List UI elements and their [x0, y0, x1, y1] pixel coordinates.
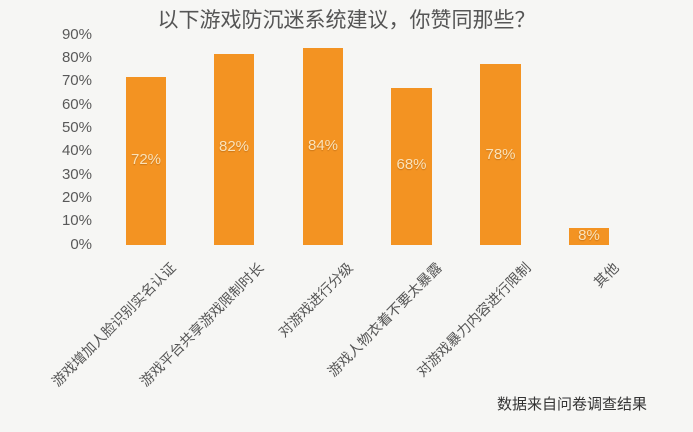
- y-tick: 90%: [61, 26, 92, 43]
- y-tick: 10%: [61, 212, 92, 229]
- bar-value-label: 84%: [307, 137, 339, 154]
- y-tick: 0%: [70, 236, 92, 253]
- y-tick: 20%: [61, 189, 92, 206]
- bar-6: 8%: [569, 227, 609, 245]
- y-tick: 70%: [61, 72, 92, 89]
- bar-value-label: 82%: [218, 138, 250, 155]
- y-tick: 80%: [61, 49, 92, 66]
- bar-3: 84%: [303, 48, 343, 245]
- bar-5: 78%: [480, 64, 521, 245]
- y-tick: 60%: [61, 96, 92, 113]
- bar-value-label: 68%: [396, 156, 427, 173]
- bar-value-label: 72%: [130, 151, 162, 168]
- source-footnote: 数据来自问卷调查结果: [497, 395, 648, 413]
- y-tick: 30%: [61, 166, 92, 183]
- y-tick: 50%: [61, 119, 92, 136]
- bar-4: 68%: [391, 88, 432, 245]
- bar-value-label: 8%: [578, 227, 600, 244]
- bar-1: 72%: [126, 77, 166, 245]
- chart-title: 以下游戏防沉迷系统建议，你赞同那些？: [157, 8, 536, 32]
- bar-2: 82%: [214, 54, 254, 245]
- x-tick-label: 其他: [591, 260, 623, 292]
- y-tick: 40%: [61, 142, 92, 159]
- x-tick-label: 对游戏进行分级: [275, 260, 357, 341]
- bar-value-label: 78%: [485, 146, 516, 163]
